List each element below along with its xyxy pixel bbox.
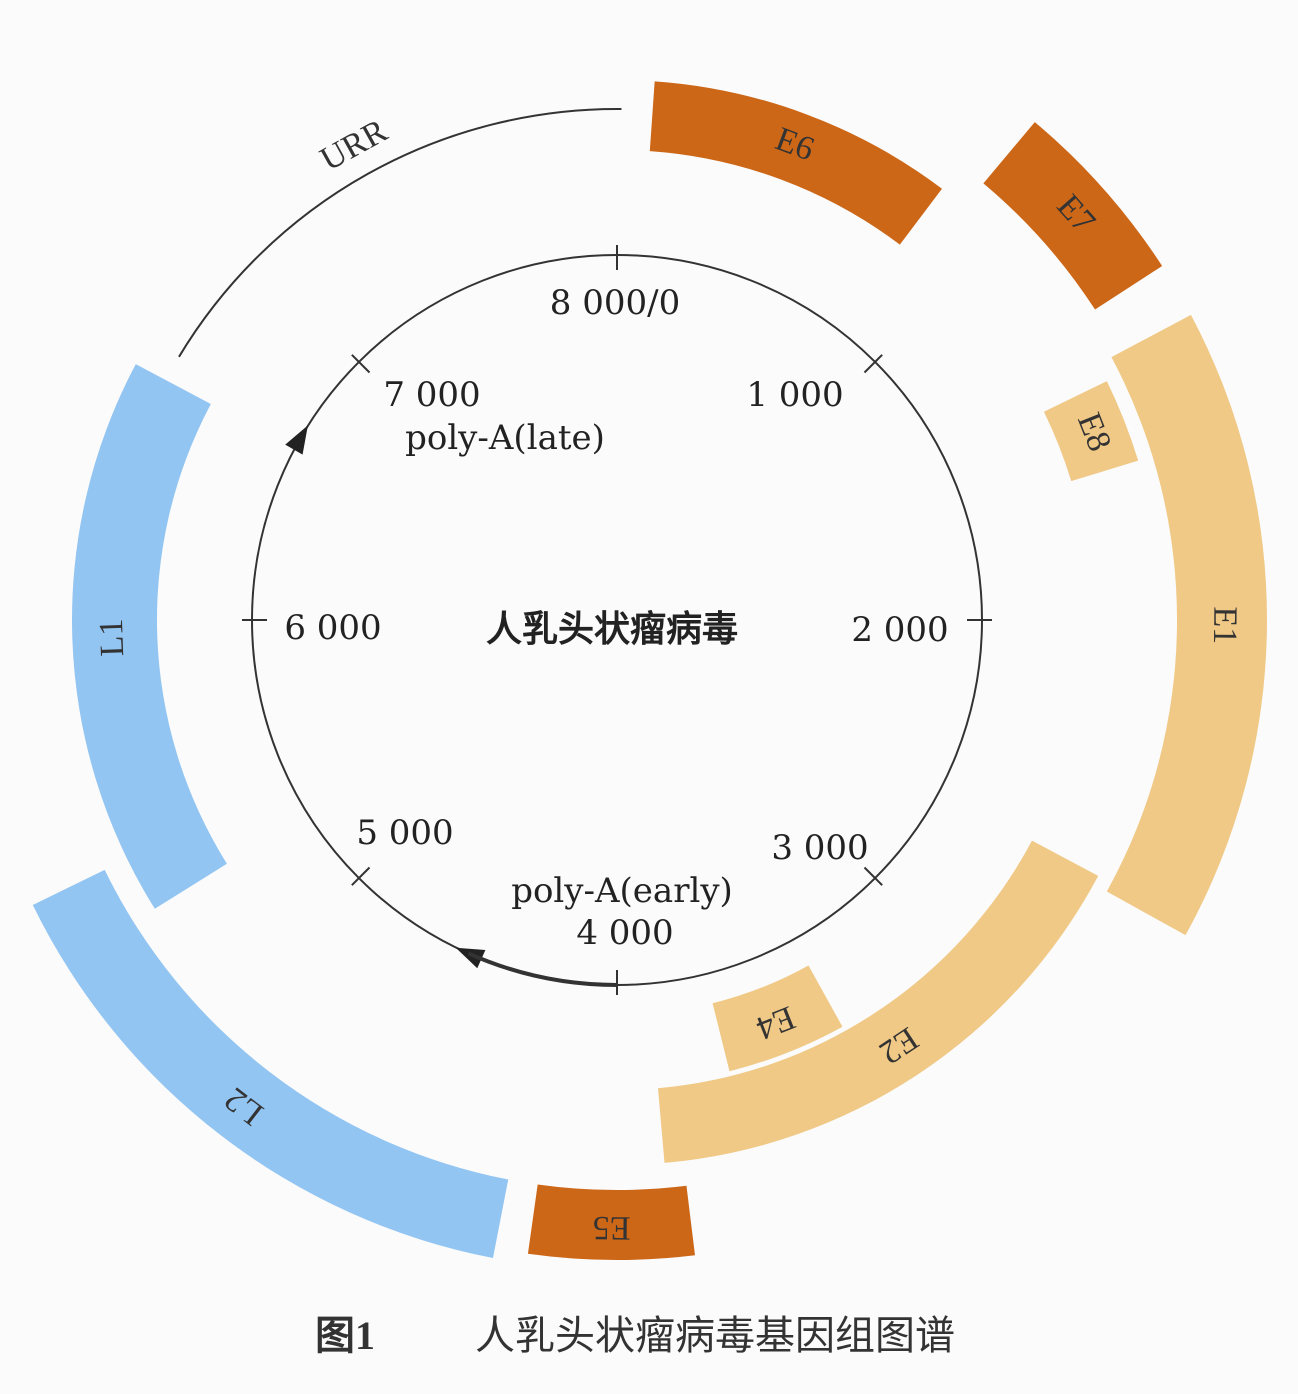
gene-block — [1106, 314, 1267, 936]
poly-a-label: poly-A(early) — [511, 871, 733, 911]
urr-arc — [178, 108, 622, 358]
scale-label: 5 000 — [356, 813, 453, 853]
gene-block — [1043, 381, 1139, 482]
gene-block — [527, 1184, 695, 1260]
scale-label: 4 000 — [576, 913, 673, 953]
gene-label: E5 — [593, 1209, 631, 1246]
gene-block — [32, 869, 509, 1259]
scale-label: 3 000 — [771, 828, 868, 868]
gene-block — [649, 81, 942, 245]
early-segment — [467, 951, 618, 987]
gene-block — [712, 965, 843, 1072]
gene-block — [657, 840, 1099, 1163]
scale-label: 8 000/0 — [550, 283, 680, 323]
scale-tick — [351, 866, 371, 886]
scale-label: 7 000 — [383, 375, 480, 415]
gene-label: L1 — [93, 618, 131, 657]
scale-label: 1 000 — [746, 375, 843, 415]
direction-arrow — [455, 947, 486, 969]
scale-tick — [863, 866, 883, 886]
scale-label: 6 000 — [284, 608, 381, 648]
gene-label: E1 — [1206, 606, 1243, 644]
center-label: 人乳头状瘤病毒 — [486, 608, 738, 650]
gene-block — [983, 122, 1163, 310]
scale-label: 2 000 — [851, 610, 948, 650]
caption-label: 图1 — [315, 1313, 375, 1358]
scale-tick — [863, 354, 883, 374]
direction-arrow — [285, 425, 308, 455]
gene-block — [71, 364, 227, 909]
poly-a-label: poly-A(late) — [405, 418, 605, 458]
scale-tick — [351, 354, 371, 374]
caption-text: 人乳头状瘤病毒基因组图谱 — [475, 1313, 955, 1358]
